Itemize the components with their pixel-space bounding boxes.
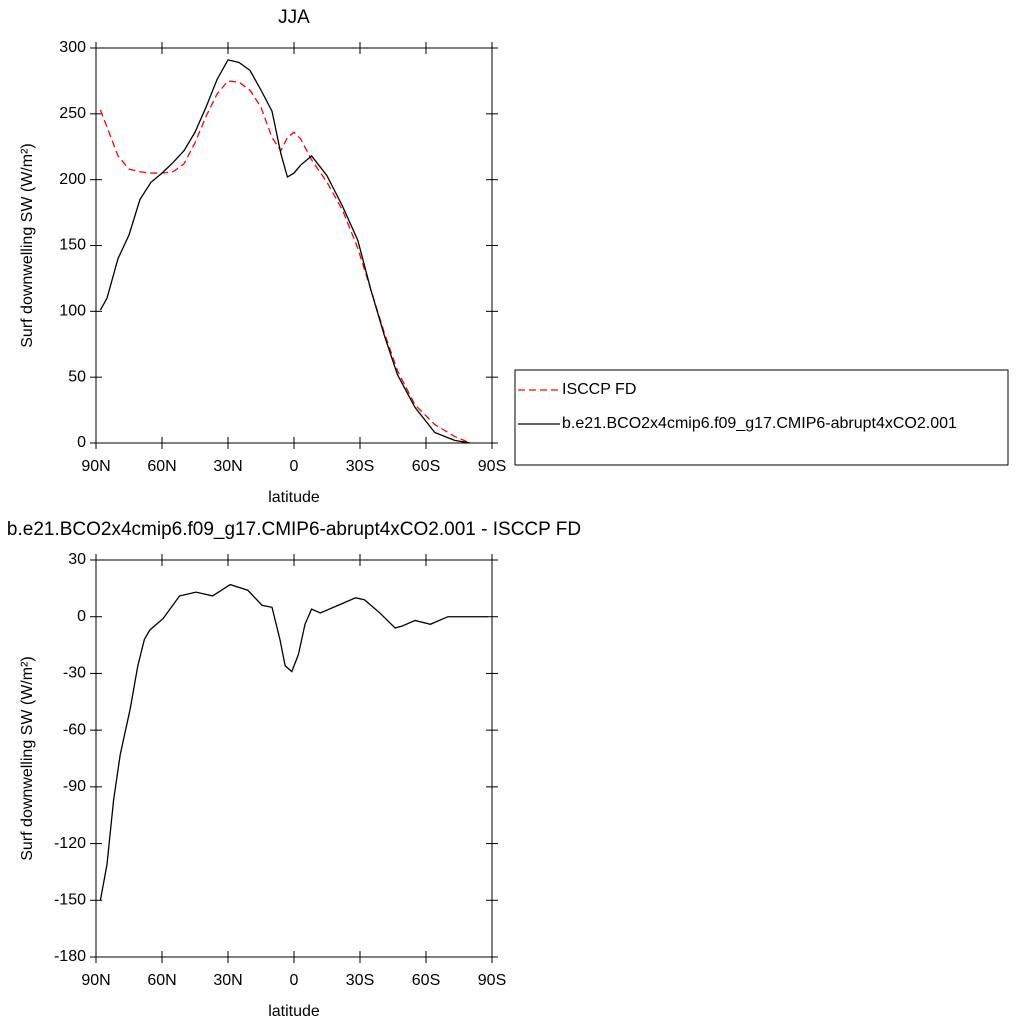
y-tick-label: -60: [63, 721, 86, 738]
x-tick-label: 90N: [81, 972, 110, 989]
x-tick-label: 30S: [346, 972, 374, 989]
x-tick-label: 90S: [478, 458, 506, 475]
x-tick-label: 60N: [147, 458, 176, 475]
y-tick-label: 50: [68, 368, 86, 385]
legend-label: b.e21.BCO2x4cmip6.f09_g17.CMIP6-abrupt4x…: [562, 415, 957, 432]
legend-label: ISCCP FD: [562, 381, 636, 398]
x-tick-label: 90N: [81, 458, 110, 475]
line-series: [99, 583, 488, 901]
x-tick-label: 60N: [147, 972, 176, 989]
y-tick-label: 150: [59, 237, 86, 254]
y-tick-label: 30: [68, 551, 86, 568]
y-tick-label: 100: [59, 303, 86, 320]
x-tick-label: 30S: [346, 458, 374, 475]
chart-title: b.e21.BCO2x4cmip6.f09_g17.CMIP6-abrupt4x…: [7, 519, 581, 540]
y-tick-label: -120: [54, 835, 86, 852]
plot-frame: [95, 559, 493, 958]
y-axis-label: Surf downwelling SW (W/m²): [19, 143, 36, 347]
y-axis-label: Surf downwelling SW (W/m²): [19, 656, 36, 860]
y-tick-label: 0: [77, 434, 86, 451]
line-series: [99, 59, 471, 444]
y-tick-label: -90: [63, 778, 86, 795]
x-tick-label: 30N: [213, 458, 242, 475]
y-tick-label: 250: [59, 105, 86, 122]
x-tick-label: 90S: [478, 972, 506, 989]
y-tick-label: 300: [59, 39, 86, 56]
x-axis-label: latitude: [268, 1003, 320, 1020]
x-tick-label: 30N: [213, 972, 242, 989]
legend-box: [514, 369, 1009, 466]
x-tick-label: 0: [290, 458, 299, 475]
chart-title: JJA: [278, 7, 310, 28]
x-tick-label: 0: [290, 972, 299, 989]
y-tick-label: 200: [59, 171, 86, 188]
line-series: [99, 80, 471, 444]
x-tick-label: 60S: [412, 972, 440, 989]
y-tick-label: -30: [63, 665, 86, 682]
x-axis-label: latitude: [268, 489, 320, 506]
y-tick-label: -150: [54, 892, 86, 909]
y-tick-label: -180: [54, 948, 86, 965]
plot-frame: [95, 47, 493, 444]
y-tick-label: 0: [77, 608, 86, 625]
x-tick-label: 60S: [412, 458, 440, 475]
